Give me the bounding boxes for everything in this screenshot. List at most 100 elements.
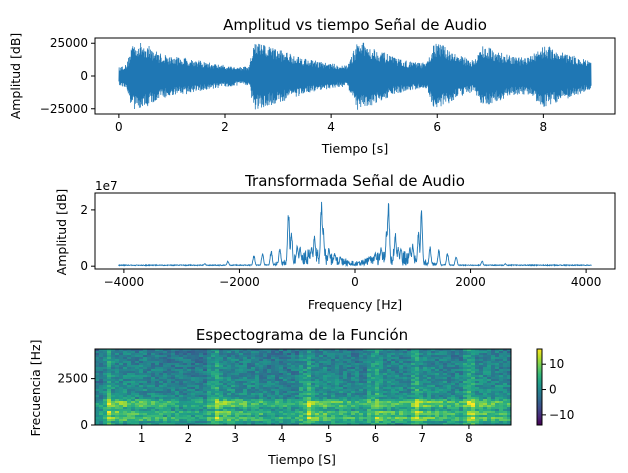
spectrogram-cell	[199, 373, 204, 376]
spectrogram-cell	[227, 365, 232, 368]
spectrogram-cell	[411, 365, 416, 368]
spectrogram-cell	[151, 413, 156, 416]
spectrogram-cell	[247, 395, 252, 398]
spectrogram-cell	[419, 413, 424, 416]
spectrogram-cell	[183, 381, 188, 384]
spectrogram-cell	[111, 395, 116, 398]
spectrogram-cell	[423, 399, 428, 402]
spectrogram-cell	[455, 387, 460, 390]
spectrogram-cell	[491, 405, 496, 408]
spectrogram-cell	[507, 401, 512, 404]
spectrogram-cell	[307, 357, 312, 360]
spectrogram-cell	[235, 367, 240, 370]
spectrogram-cell	[283, 349, 288, 352]
spectrogram-cell	[231, 405, 236, 408]
spectrogram-cell	[115, 365, 120, 368]
spectrogram-cell	[231, 359, 236, 362]
x-transform-tick-label-0: −4000	[104, 275, 145, 289]
spectrogram-cell	[271, 417, 276, 420]
spectrogram-cell	[179, 397, 184, 400]
spectrogram-cell	[255, 363, 260, 366]
spectrogram-cell	[207, 421, 212, 424]
spectrogram-cell	[107, 369, 112, 372]
colorbar-swatch	[537, 366, 542, 369]
spectrogram-cell	[367, 365, 372, 368]
spectrogram-cell	[111, 373, 116, 376]
spectrogram-cell	[211, 415, 216, 418]
spectrogram-cell	[311, 391, 316, 394]
spectrogram-cell	[455, 353, 460, 356]
spectrogram-cell	[259, 411, 264, 414]
spectrogram-cell	[231, 381, 236, 384]
spectrogram-cell	[247, 381, 252, 384]
spectrogram-cell	[291, 365, 296, 368]
spectrogram-cell	[227, 359, 232, 362]
spectrogram-cell	[331, 417, 336, 420]
spectrogram-cell	[119, 405, 124, 408]
spectrogram-cell	[327, 413, 332, 416]
spectrogram-cell	[347, 373, 352, 376]
spectrogram-cell	[191, 355, 196, 358]
spectrogram-cell	[183, 351, 188, 354]
spectrogram-cell	[507, 393, 512, 396]
spectrogram-cell	[171, 369, 176, 372]
spectrogram-cell	[371, 415, 376, 418]
spectrogram-cell	[111, 399, 116, 402]
spectrogram-cell	[207, 377, 212, 380]
spectrogram-cell	[327, 409, 332, 412]
spectrogram-cell	[247, 409, 252, 412]
spectrogram-cell	[375, 389, 380, 392]
spectrogram-cell	[499, 399, 504, 402]
spectrogram-cell	[447, 395, 452, 398]
spectrogram-cell	[199, 391, 204, 394]
spectrogram-cell	[279, 363, 284, 366]
spectrogram-cell	[455, 367, 460, 370]
spectrogram-cell	[295, 349, 300, 352]
spectrogram-cell	[119, 407, 124, 410]
spectrogram-cell	[271, 379, 276, 382]
spectrogram-cell	[491, 407, 496, 410]
spectrogram-cell	[259, 407, 264, 410]
spectrogram-cell	[219, 395, 224, 398]
spectrogram-cell	[363, 385, 368, 388]
spectrogram-cell	[427, 369, 432, 372]
spectrogram-cell	[151, 407, 156, 410]
spectrogram-cell	[227, 387, 232, 390]
spectrogram-cell	[231, 355, 236, 358]
spectrogram-cell	[219, 411, 224, 414]
spectrogram-cell	[395, 349, 400, 352]
spectrogram-cell	[175, 351, 180, 354]
spectrogram-cell	[459, 381, 464, 384]
spectrogram-cell	[219, 391, 224, 394]
spectrogram-cell	[415, 377, 420, 380]
spectrogram-cell	[351, 357, 356, 360]
spectrogram-cell	[107, 397, 112, 400]
spectrogram-cell	[479, 367, 484, 370]
colorbar-swatch	[537, 393, 542, 395]
spectrogram-cell	[267, 377, 272, 380]
spectrogram-cell	[411, 413, 416, 416]
spectrogram-cell	[343, 399, 348, 402]
spectrogram-cell	[259, 423, 264, 426]
spectrogram-cell	[219, 363, 224, 366]
spectrogram-cell	[255, 357, 260, 360]
spectrogram-cell	[115, 395, 120, 398]
spectrogram-cell	[107, 363, 112, 366]
spectrogram-cell	[303, 403, 308, 406]
spectrogram-cell	[135, 401, 140, 404]
spectrogram-cell	[267, 405, 272, 408]
spectrogram-cell	[459, 383, 464, 386]
spectrogram-cell	[103, 351, 108, 354]
spectrogram-cell	[183, 355, 188, 358]
spectrogram-cell	[243, 377, 248, 380]
spectrogram-cell	[399, 395, 404, 398]
spectrogram-cell	[315, 411, 320, 414]
spectrogram-cell	[139, 397, 144, 400]
spectrogram-cell	[159, 399, 164, 402]
spectrogram-cell	[403, 413, 408, 416]
spectrogram-cell	[407, 395, 412, 398]
spectrogram-cell	[163, 391, 168, 394]
spectrogram-cell	[435, 417, 440, 420]
spectrogram-cell	[299, 407, 304, 410]
spectrogram-cell	[315, 393, 320, 396]
